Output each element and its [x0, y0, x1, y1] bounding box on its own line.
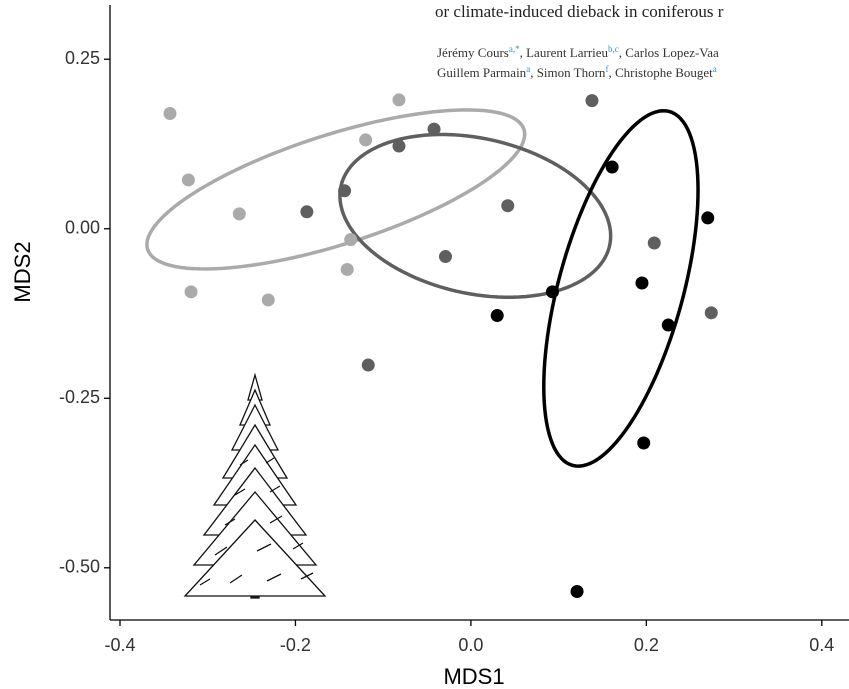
x-tick-label: 0.0 [458, 635, 483, 655]
point [637, 436, 651, 450]
author-affiliation: a,* [509, 44, 520, 54]
point [647, 236, 661, 250]
x-tick-label: 0.2 [634, 635, 659, 655]
tree-illustration [183, 372, 327, 599]
confidence-ellipse [542, 108, 700, 468]
point [501, 199, 515, 213]
author-name: , Carlos Lopez-Vaa [619, 45, 719, 60]
point [701, 211, 715, 225]
point [635, 276, 649, 290]
point [661, 318, 675, 332]
y-axis-title: MDS2 [10, 241, 35, 302]
point [545, 285, 559, 299]
point [300, 205, 314, 219]
authors-line: Guillem Parmaina, Simon Thornf, Christop… [437, 64, 717, 80]
point [392, 93, 406, 107]
author-name: Guillem Parmain [437, 65, 527, 80]
author-name: Jérémy Cours [437, 45, 509, 60]
x-tick-label: 0.4 [809, 635, 834, 655]
point [392, 139, 406, 153]
point [585, 94, 599, 108]
point [570, 585, 584, 599]
point [427, 122, 441, 136]
point [261, 293, 275, 307]
point [340, 262, 354, 276]
author-name: , Simon Thorn [530, 65, 606, 80]
point [163, 106, 177, 120]
x-tick-label: -0.4 [104, 635, 135, 655]
author-affiliation: f [605, 64, 608, 74]
authors-line: Jérémy Coursa,*, Laurent Larrieub,c, Car… [437, 44, 719, 60]
point [490, 309, 504, 323]
point [181, 173, 195, 187]
author-name: , Laurent Larrieu [520, 45, 609, 60]
point [338, 184, 352, 198]
author-affiliation: b,c [608, 44, 619, 54]
point [704, 306, 718, 320]
x-axis-title: MDS1 [443, 664, 504, 689]
point [359, 133, 373, 147]
y-tick-label: 0.25 [65, 48, 100, 68]
point [232, 207, 246, 221]
headline: or climate-induced dieback in coniferous… [435, 2, 724, 21]
y-tick-label: -0.50 [59, 557, 100, 577]
author-affiliation: a [713, 64, 717, 74]
y-tick-label: 0.00 [65, 218, 100, 238]
confidence-ellipse [145, 108, 527, 271]
x-tick-label: -0.2 [280, 635, 311, 655]
point [361, 358, 375, 372]
point [184, 285, 198, 299]
point [344, 233, 358, 247]
author-affiliation: a [526, 64, 530, 74]
confidence-ellipse [338, 132, 613, 299]
point [438, 250, 452, 264]
y-tick-label: -0.25 [59, 387, 100, 407]
author-name: , Christophe Bouget [608, 65, 713, 80]
point [605, 160, 619, 174]
